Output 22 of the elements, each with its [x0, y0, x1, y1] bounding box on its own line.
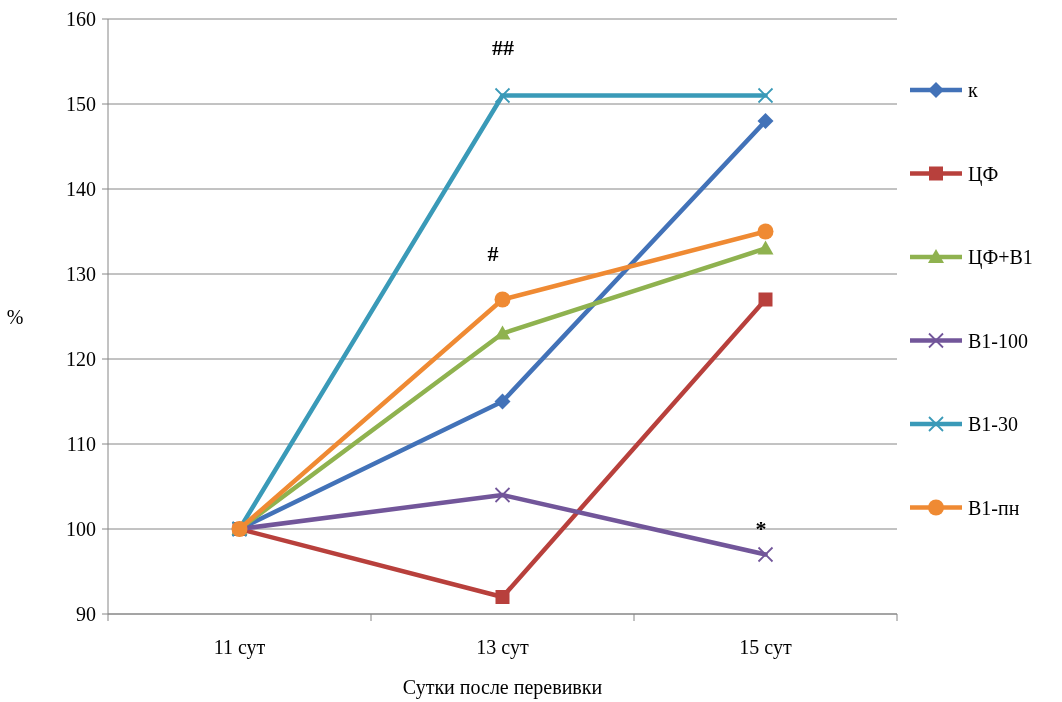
y-tick-label: 100 [66, 518, 96, 540]
y-axis-title: % [6, 305, 24, 328]
legend-label: В1-30 [968, 413, 1018, 435]
annotation: # [487, 240, 499, 266]
legend-label: ЦФ+В1 [968, 246, 1033, 269]
x-axis-title: Сутки после перевивки [402, 676, 603, 699]
legend-label: В1-пн [968, 496, 1020, 519]
legend-label: В1-100 [968, 329, 1028, 352]
y-tick-label: 110 [66, 433, 96, 455]
y-tick-label: 150 [66, 93, 96, 115]
annotation: ## [492, 34, 514, 60]
y-tick-label: 140 [66, 178, 96, 200]
y-tick-label: 90 [76, 603, 96, 625]
legend-label: ЦФ [968, 162, 999, 186]
legend-label: к [968, 79, 978, 101]
y-tick-label: 130 [66, 263, 96, 285]
x-tick-label: 13 сут [476, 636, 529, 659]
x-tick-label: 15 сут [739, 636, 792, 659]
x-tick-label: 11 сут [213, 636, 266, 659]
y-tick-label: 160 [66, 8, 96, 30]
y-tick-label: 120 [66, 348, 96, 370]
annotation: * [755, 515, 767, 541]
